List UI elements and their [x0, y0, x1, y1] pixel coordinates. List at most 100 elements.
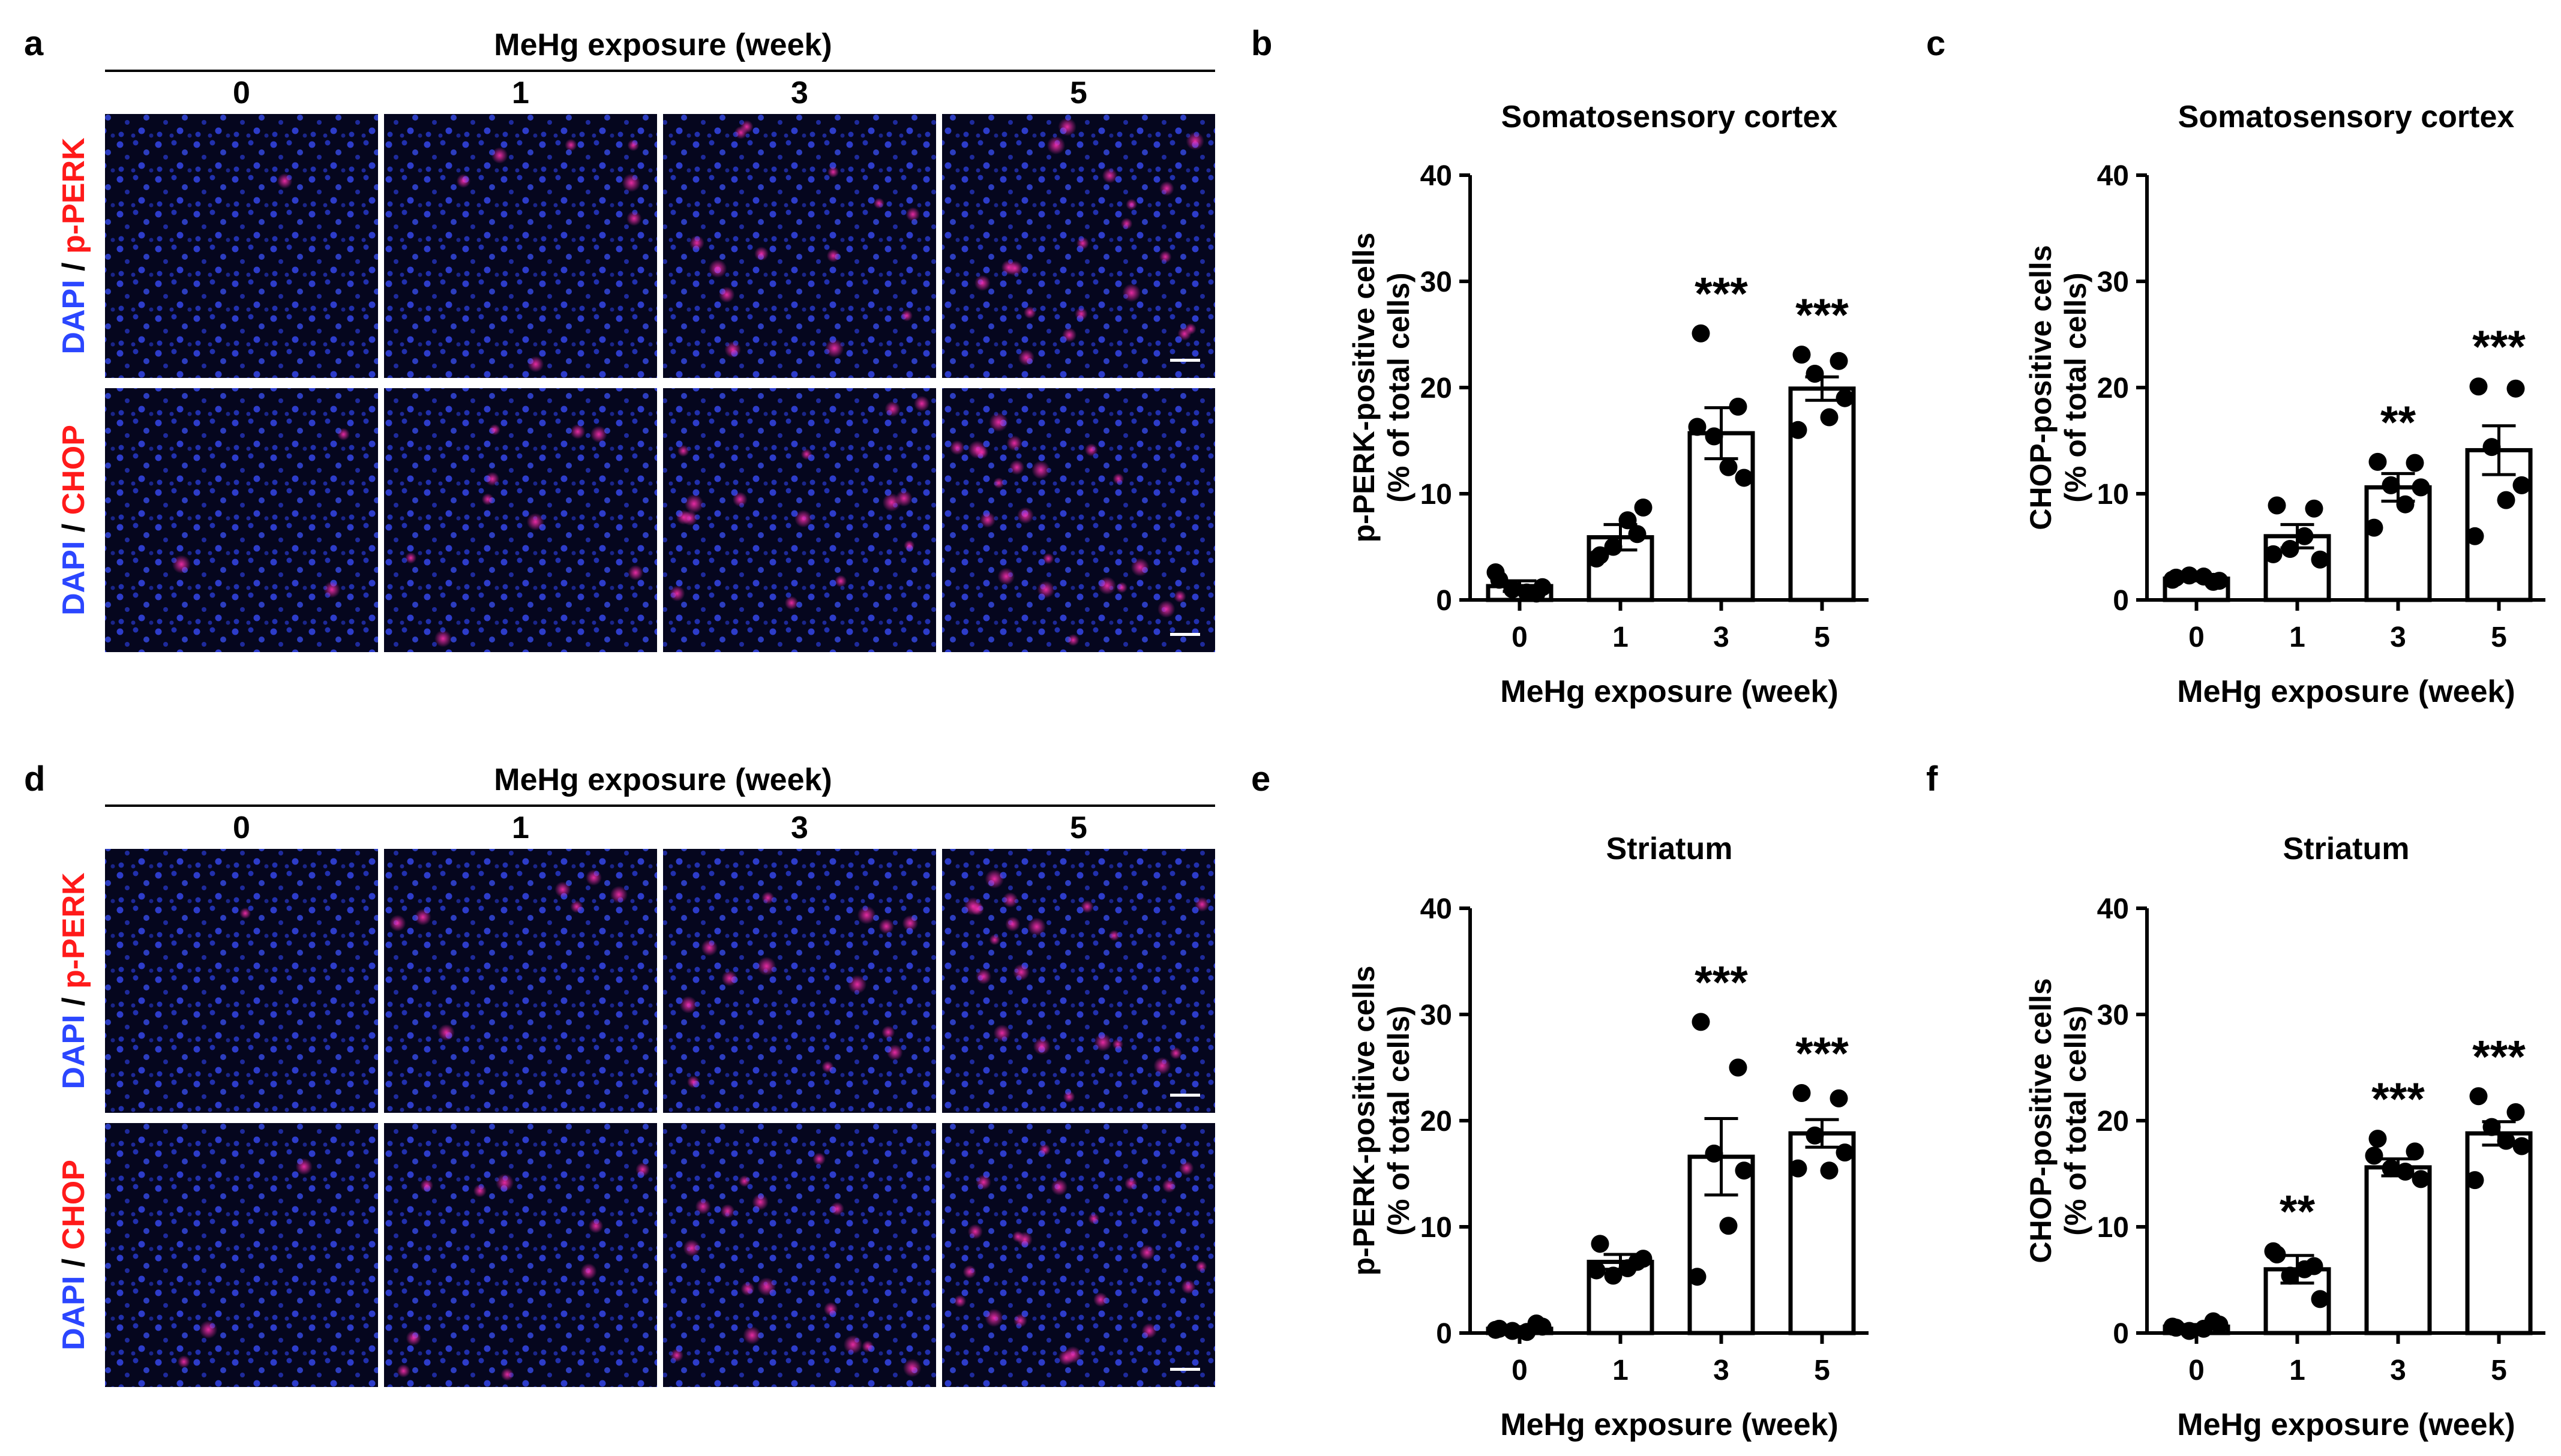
data-point-week-1 — [2264, 1242, 2283, 1260]
panel-letter-e: e — [1251, 759, 1270, 798]
marker-positive-cell — [1157, 600, 1175, 618]
marker-positive-cell — [1141, 1323, 1157, 1339]
nuclei-texture — [663, 849, 936, 1113]
data-point-week-3 — [1705, 1144, 1723, 1163]
marker-positive-cell — [812, 1152, 826, 1166]
marker-positive-cell — [1037, 581, 1055, 599]
data-point-week-3 — [1735, 1161, 1753, 1180]
marker-positive-cell — [677, 445, 689, 457]
data-point-week-5 — [2469, 377, 2488, 396]
marker-positive-cell — [1139, 1244, 1155, 1260]
significance-week-3: *** — [1695, 269, 1748, 320]
marker-positive-cell — [1039, 1143, 1051, 1155]
marker-positive-cell — [489, 424, 500, 436]
data-point-week-3 — [1735, 469, 1753, 487]
y-tick-label: 20 — [2097, 1106, 2129, 1137]
marker-positive-cell — [669, 586, 685, 602]
marker-positive-cell — [1067, 634, 1079, 646]
data-point-week-3 — [1692, 1013, 1710, 1031]
marker-positive-cell — [1062, 328, 1077, 343]
data-point-week-5 — [1806, 1126, 1824, 1145]
marker-positive-cell — [993, 1024, 1011, 1042]
bar-week-5 — [2465, 1131, 2533, 1335]
y-axis-label-line1: CHOP-positive cells — [2024, 978, 2058, 1263]
data-point-week-3 — [2412, 1170, 2430, 1188]
marker-positive-cell — [1124, 1177, 1138, 1190]
marker-positive-cell — [975, 445, 989, 459]
x-tick-label: 5 — [2491, 622, 2507, 653]
data-point-week-3 — [1692, 324, 1710, 343]
marker-positive-cell — [1007, 260, 1023, 276]
nuclei-texture — [105, 114, 378, 378]
data-point-week-3 — [2382, 1159, 2400, 1178]
marker-positive-cell — [1063, 1091, 1075, 1103]
marker-positive-cell — [610, 885, 628, 903]
significance-week-5: *** — [1795, 1028, 1849, 1079]
data-point-week-3 — [1719, 458, 1738, 476]
row-label-dapi: DAPI — [56, 1014, 91, 1089]
marker-positive-cell — [670, 1349, 683, 1362]
marker-positive-cell — [565, 139, 577, 151]
marker-positive-cell — [732, 492, 748, 507]
marker-positive-cell — [1051, 1179, 1068, 1196]
x-tick-label: 1 — [2289, 1355, 2305, 1386]
y-axis-label-line2: (% of total cells) — [1382, 272, 1416, 502]
row-label-dapi: DAPI — [56, 280, 91, 354]
scale-bar — [1170, 1094, 1200, 1097]
y-tick-label: 20 — [1420, 1106, 1452, 1137]
data-point-week-0 — [2194, 1319, 2213, 1338]
significance-week-5: *** — [2472, 1031, 2526, 1082]
marker-positive-cell — [1081, 900, 1094, 914]
y-tick-label: 10 — [1420, 479, 1452, 511]
marker-positive-cell — [695, 1199, 711, 1215]
micrograph-p-perk-week-5 — [942, 849, 1215, 1113]
data-point-week-1 — [1587, 549, 1606, 568]
marker-positive-cell — [752, 1194, 769, 1211]
marker-positive-cell — [590, 425, 607, 443]
row-label-dapi: DAPI — [56, 1276, 91, 1350]
x-tick-label: 0 — [2188, 1355, 2205, 1386]
marker-positive-cell — [414, 908, 431, 926]
data-point-week-0 — [1503, 580, 1522, 599]
data-point-week-3 — [2368, 1130, 2387, 1148]
data-point-week-1 — [2311, 1290, 2329, 1308]
marker-positive-cell — [902, 1358, 922, 1377]
data-point-week-5 — [1789, 1159, 1807, 1178]
micrograph-p-perk-week-1 — [384, 849, 657, 1113]
data-point-week-3 — [2365, 1146, 2383, 1165]
marker-positive-cell — [904, 540, 915, 551]
row-label-marker: CHOP — [56, 1160, 91, 1250]
marker-positive-cell — [199, 1320, 218, 1339]
y-tick-label: 0 — [1436, 585, 1452, 617]
marker-positive-cell — [406, 1330, 421, 1346]
x-tick-label: 5 — [1814, 1355, 1830, 1386]
marker-positive-cell — [824, 338, 844, 358]
marker-positive-cell — [1005, 916, 1021, 932]
marker-positive-cell — [1112, 1038, 1123, 1050]
marker-positive-cell — [985, 869, 1004, 888]
marker-positive-cell — [701, 939, 718, 956]
data-point-week-0 — [1486, 563, 1505, 581]
marker-positive-cell — [1002, 892, 1018, 908]
marker-positive-cell — [827, 166, 839, 178]
header-mehg-exposure: MeHg exposure (week) — [494, 762, 832, 797]
marker-positive-cell — [1046, 136, 1066, 155]
marker-positive-cell — [1012, 1230, 1024, 1242]
data-point-week-3 — [2368, 452, 2387, 471]
marker-positive-cell — [485, 472, 500, 486]
column-label-week-3: 3 — [791, 76, 808, 110]
data-point-week-1 — [1591, 1235, 1609, 1253]
marker-positive-cell — [1120, 218, 1133, 230]
data-point-week-3 — [2382, 476, 2400, 494]
data-point-week-1 — [2264, 545, 2283, 563]
marker-positive-cell — [884, 401, 901, 417]
x-tick-label: 0 — [1512, 622, 1528, 653]
marker-positive-cell — [1097, 577, 1117, 595]
row-label-chop: DAPI / CHOP — [56, 425, 91, 616]
x-axis-label: MeHg exposure (week) — [2177, 1407, 2515, 1442]
marker-positive-cell — [527, 356, 544, 373]
x-tick-label: 0 — [1512, 1355, 1528, 1386]
data-point-week-0 — [2180, 566, 2199, 585]
marker-positive-cell — [1088, 1212, 1100, 1224]
